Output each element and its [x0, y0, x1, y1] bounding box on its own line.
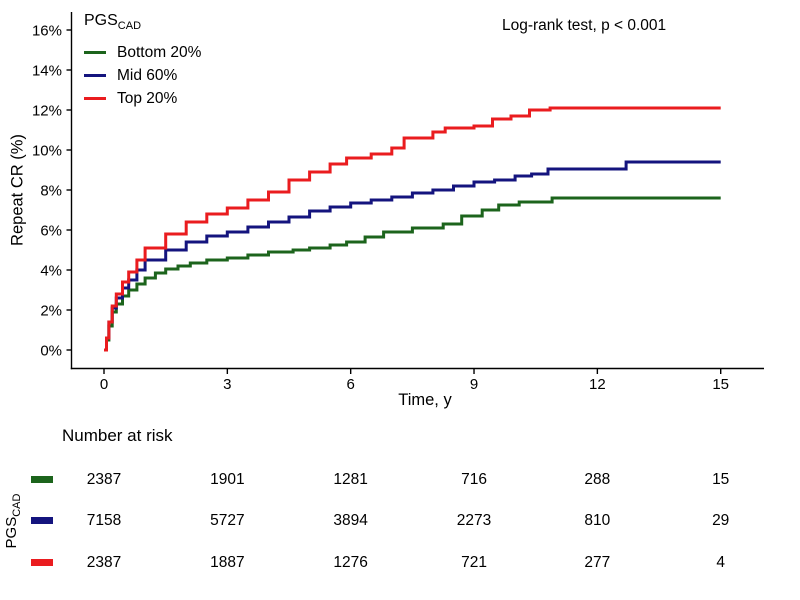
- risk-row-mid60: 7158 5727 3894 2273 810 29: [0, 510, 800, 532]
- risk-count: 1887: [210, 554, 245, 571]
- risk-count: 2387: [86, 471, 122, 488]
- x-tick-label: 15: [712, 376, 729, 393]
- legend-label: Top 20%: [117, 89, 178, 107]
- risk-count: 2387: [86, 554, 122, 571]
- y-tick-label: 8%: [40, 183, 62, 200]
- y-tick-label: 16%: [32, 23, 62, 40]
- survival-plot: 0% 2% 4% 6% 8% 10% 12% 14% 16% 0 3 6 9 12 15: [32, 12, 764, 393]
- legend-item-bottom20: Bottom 20%: [84, 41, 201, 64]
- logrank-annotation: Log-rank test, p < 0.001: [502, 17, 667, 34]
- risk-count: 7158: [86, 512, 122, 529]
- y-tick-label: 12%: [32, 103, 62, 120]
- curve-top-20-: [104, 106, 721, 352]
- y-tick-label: 14%: [32, 63, 62, 80]
- curve-mid-60-: [104, 160, 721, 352]
- x-tick-label: 3: [223, 376, 231, 393]
- risk-count: 721: [461, 554, 487, 571]
- y-tick-label: 2%: [40, 303, 62, 320]
- risk-count: 1281: [333, 471, 368, 488]
- legend-title: PGSCAD: [84, 12, 142, 33]
- risk-row-top20: 2387 1887 1276 721 277 4: [0, 552, 800, 574]
- mid60-line-swatch: [84, 73, 106, 78]
- risk-count: 29: [712, 512, 730, 529]
- risk-count: 1276: [333, 554, 368, 571]
- y-tick-label: 0%: [40, 343, 62, 360]
- legend-item-top20: Top 20%: [84, 87, 201, 110]
- bottom20-line-swatch: [84, 50, 106, 55]
- top20-swatch: [31, 559, 53, 566]
- risk-count: 2273: [456, 512, 492, 529]
- legend-label: Mid 60%: [117, 66, 178, 84]
- risk-count: 288: [584, 471, 611, 488]
- y-tick-label: 6%: [40, 223, 62, 240]
- legend-item-mid60: Mid 60%: [84, 64, 201, 87]
- risk-table-title: Number at risk: [62, 426, 173, 445]
- mid60-swatch: [31, 517, 53, 524]
- legend-label: Bottom 20%: [117, 43, 202, 61]
- risk-count: 4: [716, 554, 725, 571]
- risk-count: 810: [584, 512, 611, 529]
- y-axis-title: Repeat CR (%): [8, 134, 27, 246]
- x-tick-label: 12: [589, 376, 606, 393]
- risk-count: 5727: [210, 512, 245, 529]
- risk-count: 15: [712, 471, 730, 488]
- legend: PGSCAD Bottom 20% Mid 60% Top 20%: [84, 12, 201, 110]
- risk-count: 716: [461, 471, 487, 488]
- risk-row-bottom20: 2387 1901 1281 716 288 15: [0, 469, 800, 491]
- x-tick-label: 9: [470, 376, 478, 393]
- risk-count: 1901: [210, 471, 245, 488]
- y-tick-label: 10%: [32, 143, 62, 160]
- risk-count: 3894: [333, 512, 368, 529]
- top20-line-swatch: [84, 96, 106, 101]
- y-tick-label: 4%: [40, 263, 62, 280]
- x-tick-label: 0: [100, 376, 108, 393]
- x-tick-label: 6: [347, 376, 355, 393]
- x-axis-title: Time, y: [398, 391, 452, 409]
- bottom20-swatch: [31, 476, 53, 483]
- risk-count: 277: [584, 554, 611, 571]
